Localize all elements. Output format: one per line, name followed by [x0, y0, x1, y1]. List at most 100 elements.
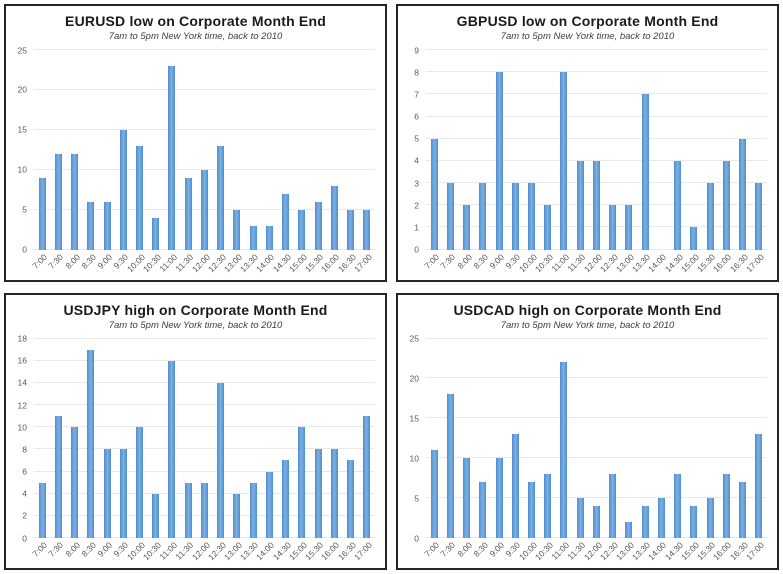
gridline [426, 159, 767, 161]
bar-8:30 [479, 183, 487, 250]
y-tick-label: 16 [17, 355, 27, 366]
bar-10:00 [136, 145, 144, 250]
bar-slot [131, 50, 147, 250]
y-tick-label: 9 [414, 44, 419, 55]
bar-9:30 [119, 449, 127, 538]
bar-slot [66, 339, 82, 538]
bar-slot [180, 339, 196, 538]
bar-11:30 [576, 160, 584, 250]
y-tick-label: 25 [409, 333, 419, 344]
bar-12:30 [217, 382, 225, 538]
y-tick-label: 8 [22, 444, 27, 455]
bar-12:00 [592, 160, 600, 250]
x-tick-label: 9:00 [95, 251, 115, 271]
bar-slot [34, 50, 50, 250]
x-tick-label: 9:00 [487, 540, 507, 559]
plot-wrap: 0 2 4 6 8 10 12 14 16 18 [6, 334, 375, 542]
plot-wrap: 0 1 2 3 4 5 6 7 8 9 [398, 46, 767, 253]
bar-slot [278, 339, 294, 538]
chart-subtitle: 7am to 5pm New York time, back to 2010 [500, 319, 675, 331]
bar-12:00 [200, 482, 208, 538]
bar-slot [572, 50, 588, 250]
bar-slot [115, 50, 131, 250]
bar-7:00 [430, 138, 438, 250]
bar-slot [734, 50, 750, 250]
bar-slot [261, 50, 277, 250]
y-tick-label: 10 [17, 421, 27, 432]
bar-slot [523, 50, 539, 250]
y-tick-label: 5 [414, 133, 419, 144]
y-tick-label: 14 [17, 377, 27, 388]
y-tick-label: 4 [414, 155, 419, 166]
y-tick-label: 5 [414, 492, 419, 503]
bar-9:30 [119, 129, 127, 250]
bar-8:30 [479, 482, 487, 538]
x-axis: 7:00 7:30 8:00 8:30 9:00 9:30 10:00 10:30 11:00 1… [30, 538, 375, 568]
gridline [426, 497, 767, 499]
y-tick-label: 6 [414, 111, 419, 122]
x-axis: 7:00 7:30 8:00 8:30 9:00 9:30 10:00 10:30 11:00 1… [422, 250, 767, 280]
gridline [426, 93, 767, 95]
bar-16:30 [347, 460, 355, 538]
chart-subtitle: 7am to 5pm New York time, back to 2010 [108, 31, 283, 42]
bar-11:00 [560, 72, 568, 250]
bar-slot [572, 339, 588, 538]
bar-slot [507, 50, 523, 250]
x-tick-label: 17:00 [743, 251, 766, 274]
bar-11:00 [168, 65, 176, 250]
x-tick-label: 16:00 [319, 251, 342, 274]
bar-16:30 [739, 482, 747, 538]
chart-panel-usdcad-high: USDCAD high on Corporate Month End 7am t… [396, 292, 779, 570]
bar-10:00 [136, 427, 144, 538]
bar-16:00 [722, 160, 730, 250]
bar-13:30 [249, 482, 257, 538]
bar-11:00 [560, 362, 568, 538]
bar-13:30 [641, 506, 649, 538]
x-tick-label: 7:30 [46, 540, 66, 559]
gridline [34, 49, 375, 50]
bar-slot [751, 50, 767, 250]
bar-15:00 [690, 227, 698, 250]
bar-14:30 [282, 193, 290, 250]
y-tick-label: 0 [414, 244, 419, 255]
bar-slot [229, 339, 245, 538]
x-tick-label: 16:00 [711, 251, 734, 274]
bar-slot [540, 339, 556, 538]
bar-17:00 [755, 183, 763, 250]
x-tick-label: 8:00 [62, 251, 82, 271]
bar-slot [342, 50, 358, 250]
bar-15:30 [314, 201, 322, 250]
bar-9:00 [495, 458, 503, 538]
x-tick-label: 8:00 [454, 540, 474, 559]
bar-slot [637, 339, 653, 538]
gridline [426, 377, 767, 379]
chart-panel-usdjpy-high: USDJPY high on Corporate Month End 7am t… [4, 292, 387, 570]
bar-slot [621, 339, 637, 538]
bar-slot [213, 50, 229, 250]
gridline [34, 426, 375, 428]
x-tick-label: 7:00 [30, 251, 50, 271]
plot-area [34, 337, 375, 538]
bar-slot [686, 339, 702, 538]
bar-13:00 [233, 493, 241, 538]
bar-slot [653, 339, 669, 538]
bar-8:00 [463, 205, 471, 250]
bar-slot [523, 339, 539, 538]
y-tick-label: 1 [414, 222, 419, 233]
bar-slot [670, 50, 686, 250]
bar-17:00 [363, 416, 371, 538]
bar-15:00 [298, 427, 306, 538]
bar-14:30 [674, 160, 682, 250]
bar-slot [261, 339, 277, 538]
bar-9:30 [511, 183, 519, 250]
bar-14:30 [282, 460, 290, 538]
x-tick-label: 14:00 [646, 251, 669, 274]
y-tick-label: 2 [22, 510, 27, 521]
bar-16:30 [347, 209, 355, 250]
bar-slot [556, 50, 572, 250]
gridline [426, 337, 767, 339]
bar-slot [294, 50, 310, 250]
bar-10:00 [528, 482, 536, 538]
gridline [426, 71, 767, 73]
bar-slot [83, 339, 99, 538]
